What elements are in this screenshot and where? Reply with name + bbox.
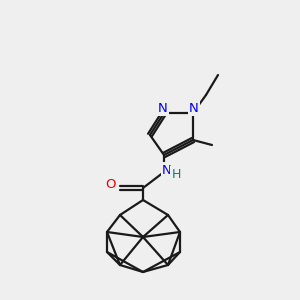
Text: N: N [189,101,199,115]
Text: N: N [162,164,172,176]
Text: N: N [158,101,168,115]
Text: O: O [106,178,116,191]
Text: H: H [171,167,181,181]
